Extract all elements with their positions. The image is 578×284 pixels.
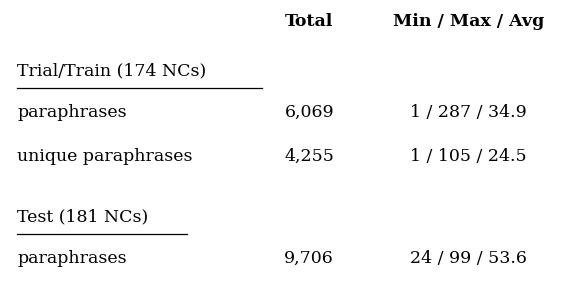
Text: Trial/Train (174 NCs): Trial/Train (174 NCs) [17, 62, 206, 80]
Text: 1 / 105 / 24.5: 1 / 105 / 24.5 [410, 148, 527, 165]
Text: paraphrases: paraphrases [17, 250, 127, 267]
Text: paraphrases: paraphrases [17, 104, 127, 121]
Text: 6,069: 6,069 [284, 104, 334, 121]
Text: Test (181 NCs): Test (181 NCs) [17, 209, 149, 226]
Text: 4,255: 4,255 [284, 148, 334, 165]
Text: unique paraphrases: unique paraphrases [17, 148, 193, 165]
Text: Total: Total [285, 13, 334, 30]
Text: 9,706: 9,706 [284, 250, 334, 267]
Text: Min / Max / Avg: Min / Max / Avg [392, 13, 544, 30]
Text: 24 / 99 / 53.6: 24 / 99 / 53.6 [410, 250, 527, 267]
Text: 1 / 287 / 34.9: 1 / 287 / 34.9 [410, 104, 527, 121]
